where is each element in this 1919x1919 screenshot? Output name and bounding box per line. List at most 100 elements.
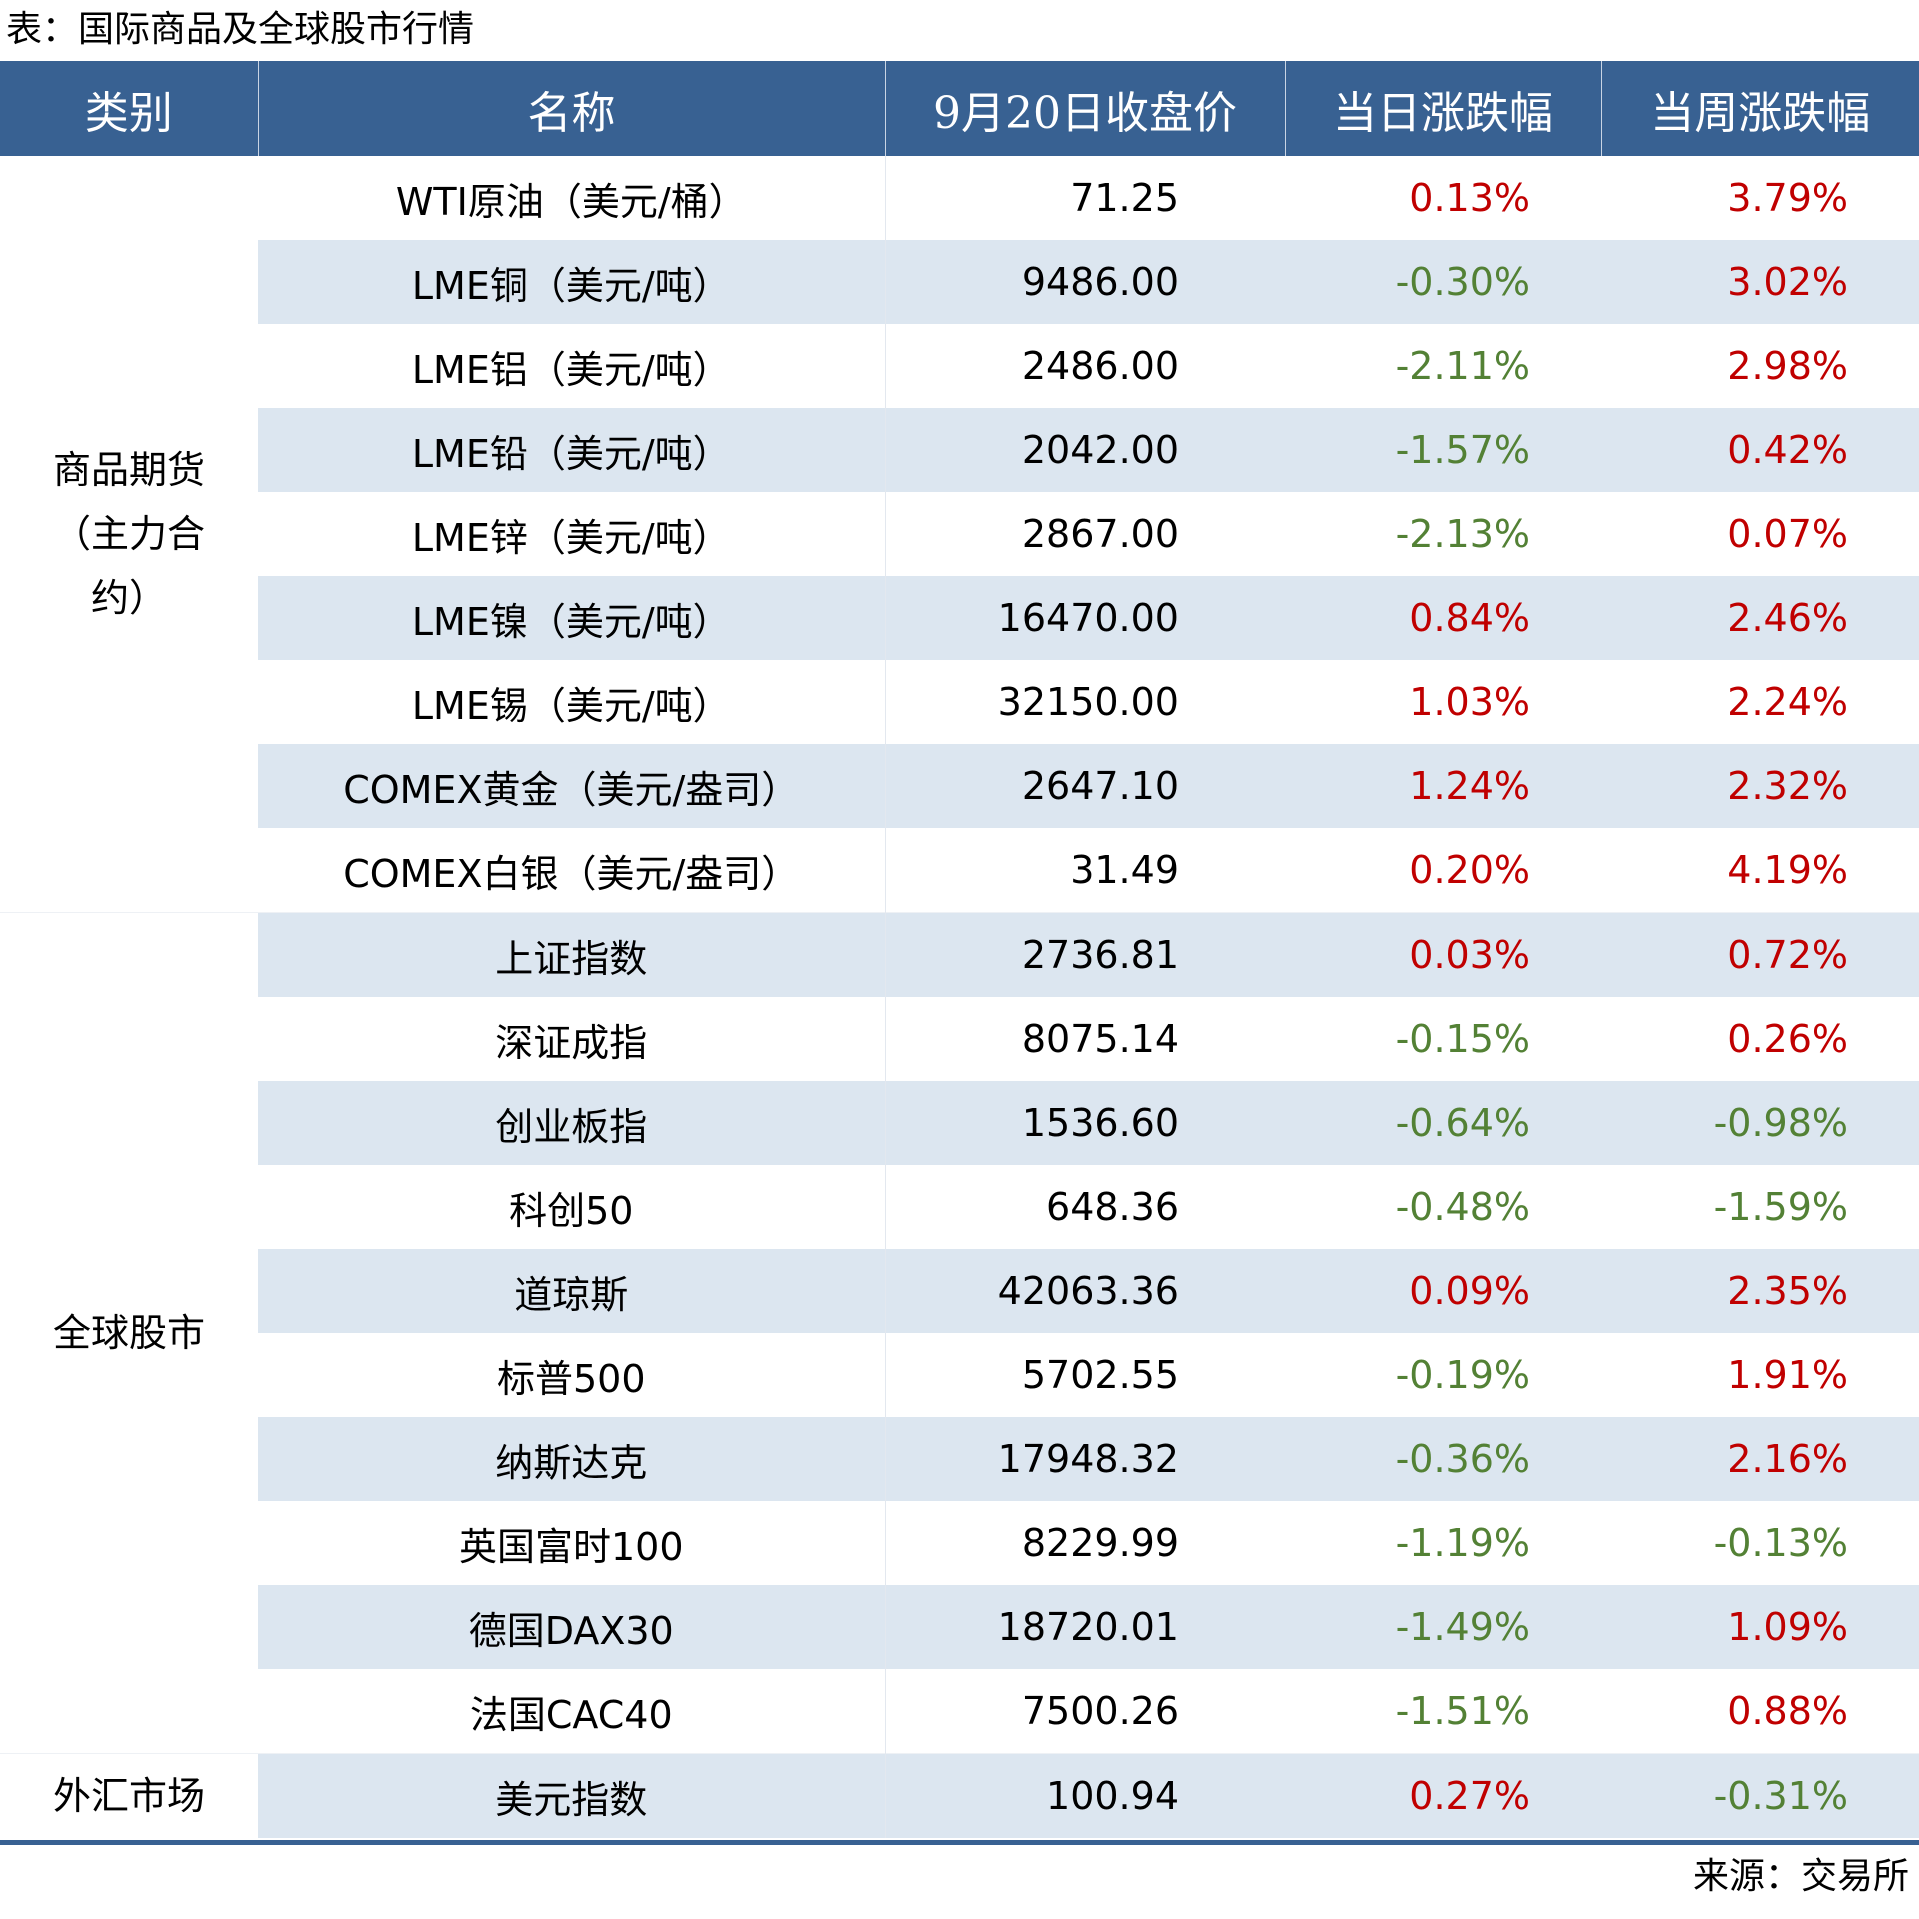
close-price: 2867.00 — [1021, 512, 1179, 556]
header-row: 类别 名称 9月20日收盘价 当日涨跌幅 当周涨跌幅 — [0, 61, 1919, 156]
table-row: 法国CAC40 7500.26 -1.51% 0.88% — [0, 1669, 1919, 1754]
market-table: 类别 名称 9月20日收盘价 当日涨跌幅 当周涨跌幅 商品期货（主力合约） WTI… — [0, 61, 1919, 1838]
header-close: 9月20日收盘价 — [884, 61, 1285, 156]
source-note: 来源：交易所 — [1692, 1856, 1909, 1897]
close-price: 17948.32 — [885, 1417, 1285, 1501]
close-price: 2736.81 — [885, 912, 1285, 997]
day-change: -1.57% — [1285, 408, 1601, 492]
instrument-name: 创业板指 — [258, 1081, 886, 1165]
table-row: LME铜（美元/吨） 9486.00 -0.30% 3.02% — [0, 240, 1919, 324]
header-category: 类别 — [0, 61, 258, 156]
week-change: 3.79% — [1727, 176, 1848, 220]
instrument-name: 深证成指 — [258, 997, 886, 1081]
table-row: LME锌（美元/吨） 2867.00 -2.13% 0.07% — [0, 492, 1919, 576]
close-price: 8229.99 — [1021, 1521, 1179, 1565]
day-change: 1.24% — [1285, 744, 1601, 828]
instrument-name: 道琼斯 — [258, 1249, 886, 1333]
day-change: -0.15% — [1395, 1017, 1530, 1061]
close-price: 5702.55 — [1021, 1353, 1179, 1397]
week-change: 4.19% — [1727, 848, 1848, 892]
week-change: 2.98% — [1727, 344, 1848, 388]
table-row: COMEX白银（美元/盎司） 31.49 0.20% 4.19% — [0, 828, 1919, 913]
instrument-name: 德国DAX30 — [258, 1585, 886, 1669]
instrument-name: COMEX白银（美元/盎司） — [258, 828, 886, 913]
week-change: -0.13% — [1713, 1521, 1848, 1565]
day-change: -0.19% — [1395, 1353, 1530, 1397]
day-change: 0.13% — [1409, 176, 1530, 220]
instrument-name: 纳斯达克 — [258, 1417, 886, 1501]
close-price: 648.36 — [1046, 1185, 1179, 1229]
instrument-name: 法国CAC40 — [258, 1669, 886, 1754]
day-change: -1.19% — [1395, 1521, 1530, 1565]
instrument-name: 科创50 — [258, 1165, 886, 1249]
table-row: 科创50 648.36 -0.48% -1.59% — [0, 1165, 1919, 1249]
close-price: 42063.36 — [885, 1249, 1285, 1333]
day-change: 0.84% — [1285, 576, 1601, 660]
week-change: 1.09% — [1601, 1585, 1919, 1669]
day-change: 0.27% — [1285, 1753, 1601, 1838]
instrument-name: LME铜（美元/吨） — [258, 240, 886, 324]
table-row: 商品期货（主力合约） WTI原油（美元/桶） 71.25 0.13% 3.79% — [0, 156, 1919, 913]
instrument-name: LME铝（美元/吨） — [258, 324, 886, 408]
table-row: LME铅（美元/吨） 2042.00 -1.57% 0.42% — [0, 408, 1919, 492]
week-change: 0.72% — [1601, 912, 1919, 997]
day-change: 0.20% — [1409, 848, 1530, 892]
week-change: -0.31% — [1601, 1753, 1919, 1838]
header-name: 名称 — [257, 61, 885, 156]
week-change: -1.59% — [1713, 1185, 1848, 1229]
instrument-name: LME铅（美元/吨） — [258, 408, 886, 492]
day-change: 0.09% — [1285, 1249, 1601, 1333]
table-row: LME锡（美元/吨） 32150.00 1.03% 2.24% — [0, 660, 1919, 744]
close-price: 100.94 — [885, 1753, 1285, 1838]
day-change: -2.13% — [1395, 512, 1530, 556]
table-row: 纳斯达克 17948.32 -0.36% 2.16% — [0, 1417, 1919, 1501]
day-change: -0.36% — [1285, 1417, 1601, 1501]
day-change: -1.51% — [1395, 1689, 1530, 1733]
instrument-name: 标普500 — [258, 1333, 886, 1417]
close-price: 2486.00 — [1021, 344, 1179, 388]
close-price: 2647.10 — [885, 744, 1285, 828]
table-title: 表：国际商品及全球股市行情 — [6, 9, 475, 50]
day-change: -0.48% — [1395, 1185, 1530, 1229]
table-row: LME镍（美元/吨） 16470.00 0.84% 2.46% — [0, 576, 1919, 660]
week-change: 0.26% — [1727, 1017, 1848, 1061]
week-change: 1.91% — [1727, 1353, 1848, 1397]
close-price: 1536.60 — [885, 1081, 1285, 1165]
close-price: 7500.26 — [1021, 1689, 1179, 1733]
week-change: 3.02% — [1601, 240, 1919, 324]
close-price: 71.25 — [1070, 176, 1179, 220]
table-row: 德国DAX30 18720.01 -1.49% 1.09% — [0, 1585, 1919, 1669]
instrument-name: 美元指数 — [258, 1753, 886, 1838]
table-row: LME铝（美元/吨） 2486.00 -2.11% 2.98% — [0, 324, 1919, 408]
week-change: 0.42% — [1601, 408, 1919, 492]
week-change: 2.32% — [1601, 744, 1919, 828]
category-cell: 全球股市 — [0, 912, 258, 1754]
header-day-change: 当日涨跌幅 — [1284, 61, 1601, 156]
close-price: 31.49 — [1070, 848, 1179, 892]
week-change: 2.24% — [1727, 680, 1848, 724]
day-change: 0.03% — [1285, 912, 1601, 997]
instrument-name: LME锌（美元/吨） — [258, 492, 886, 576]
day-change: -2.11% — [1395, 344, 1530, 388]
close-price: 32150.00 — [997, 680, 1179, 724]
instrument-name: 上证指数 — [258, 912, 886, 997]
table-row: 英国富时100 8229.99 -1.19% -0.13% — [0, 1501, 1919, 1585]
close-price: 9486.00 — [885, 240, 1285, 324]
instrument-name: 英国富时100 — [258, 1501, 886, 1585]
table-row: COMEX黄金（美元/盎司） 2647.10 1.24% 2.32% — [0, 744, 1919, 828]
week-change: 0.07% — [1727, 512, 1848, 556]
day-change: 1.03% — [1409, 680, 1530, 724]
close-price: 2042.00 — [885, 408, 1285, 492]
instrument-name: LME镍（美元/吨） — [258, 576, 886, 660]
table-row: 全球股市 上证指数 2736.81 0.03% 0.72% — [0, 912, 1919, 1754]
close-price: 18720.01 — [885, 1585, 1285, 1669]
table-row: 创业板指 1536.60 -0.64% -0.98% — [0, 1081, 1919, 1165]
week-change: -0.98% — [1601, 1081, 1919, 1165]
day-change: -0.30% — [1285, 240, 1601, 324]
table-bottom-border — [0, 1840, 1919, 1845]
table-row: 道琼斯 42063.36 0.09% 2.35% — [0, 1249, 1919, 1333]
table-row: 深证成指 8075.14 -0.15% 0.26% — [0, 997, 1919, 1081]
instrument-name: WTI原油（美元/桶） — [258, 156, 886, 240]
header-week-change: 当周涨跌幅 — [1600, 61, 1919, 156]
week-change: 2.16% — [1601, 1417, 1919, 1501]
